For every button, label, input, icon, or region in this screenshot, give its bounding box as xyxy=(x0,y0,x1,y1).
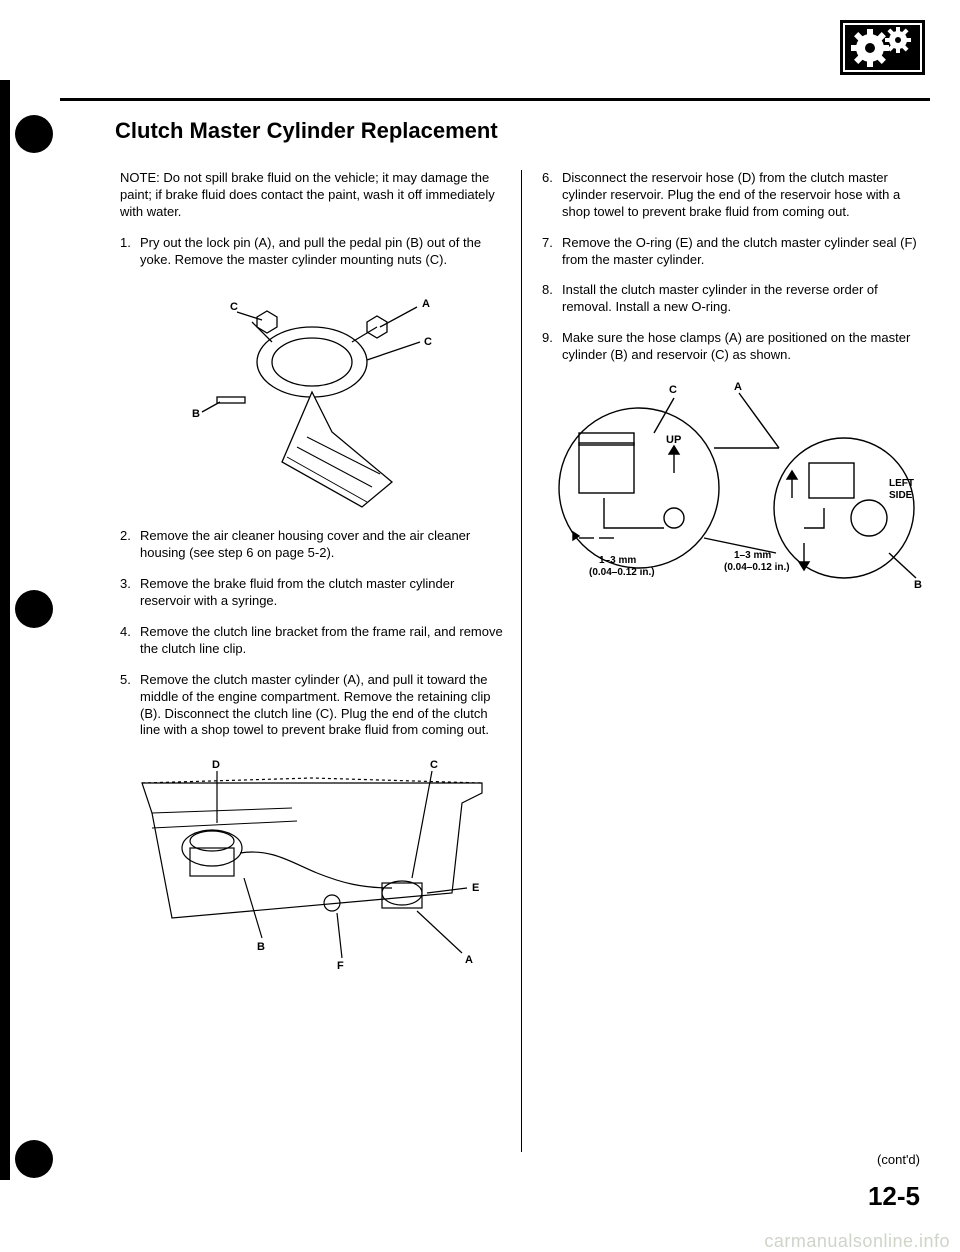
step-5: 5. Remove the clutch master cylinder (A)… xyxy=(120,672,503,740)
step-text: Remove the O-ring (E) and the clutch mas… xyxy=(562,235,917,267)
fig2-label-e: E xyxy=(472,882,479,894)
step-text: Remove the clutch line bracket from the … xyxy=(140,624,503,656)
side-tab xyxy=(0,80,10,1180)
fig2-label-b: B xyxy=(257,941,265,953)
step-text: Remove the brake fluid from the clutch m… xyxy=(140,576,454,608)
fig3-up: UP xyxy=(666,434,681,446)
step-6: 6. Disconnect the reservoir hose (D) fro… xyxy=(542,170,925,221)
fig3-range1: 1–3 mm xyxy=(599,555,636,566)
fig1-label-b: B xyxy=(192,408,200,420)
step-8: 8. Install the clutch master cylinder in… xyxy=(542,282,925,316)
gear-logo-icon xyxy=(840,20,925,75)
margin-bullet-icon xyxy=(15,590,53,628)
fig3-range1-in: (0.04–0.12 in.) xyxy=(589,567,655,578)
step-number: 8. xyxy=(542,282,553,299)
fig1-label-a: A xyxy=(422,298,430,310)
fig3-leftside2: SIDE xyxy=(889,490,913,501)
contd-label: (cont'd) xyxy=(877,1152,920,1167)
figure-hose-clamps: C A B UP LEFT SIDE 1–3 mm (0.04–0.12 in.… xyxy=(542,378,925,598)
fig2-label-a: A xyxy=(465,954,473,966)
step-number: 9. xyxy=(542,330,553,347)
step-text: Disconnect the reservoir hose (D) from t… xyxy=(562,170,900,219)
step-number: 7. xyxy=(542,235,553,252)
note-text: NOTE: Do not spill brake fluid on the ve… xyxy=(120,170,503,221)
step-2: 2. Remove the air cleaner housing cover … xyxy=(120,528,503,562)
page-title: Clutch Master Cylinder Replacement xyxy=(115,118,498,144)
fig3-range2: 1–3 mm xyxy=(734,550,771,561)
fig3-label-a: A xyxy=(734,381,742,393)
step-text: Make sure the hose clamps (A) are positi… xyxy=(562,330,910,362)
fig3-label-c: C xyxy=(669,384,677,396)
margin-bullet-icon xyxy=(15,115,53,153)
step-3: 3. Remove the brake fluid from the clutc… xyxy=(120,576,503,610)
step-number: 3. xyxy=(120,576,131,593)
step-number: 4. xyxy=(120,624,131,641)
fig1-label-c2: C xyxy=(424,336,432,348)
fig2-label-c: C xyxy=(430,759,438,771)
fig1-label-c: C xyxy=(230,301,238,313)
page-number: 12-5 xyxy=(868,1181,920,1212)
fig3-label-b: B xyxy=(914,579,922,591)
step-text: Remove the air cleaner housing cover and… xyxy=(140,528,470,560)
step-text: Install the clutch master cylinder in th… xyxy=(562,282,878,314)
column-right: 6. Disconnect the reservoir hose (D) fro… xyxy=(542,170,925,1152)
step-1: 1. Pry out the lock pin (A), and pull th… xyxy=(120,235,503,269)
step-9: 9. Make sure the hose clamps (A) are pos… xyxy=(542,330,925,364)
margin-bullet-icon xyxy=(15,1140,53,1178)
step-number: 2. xyxy=(120,528,131,545)
fig2-label-f: F xyxy=(337,960,344,972)
fig3-range2-in: (0.04–0.12 in.) xyxy=(724,562,790,573)
step-number: 5. xyxy=(120,672,131,689)
step-number: 6. xyxy=(542,170,553,187)
figure-engine-compartment: D C E A F B xyxy=(120,753,503,973)
step-7: 7. Remove the O-ring (E) and the clutch … xyxy=(542,235,925,269)
column-left: NOTE: Do not spill brake fluid on the ve… xyxy=(120,170,522,1152)
step-4: 4. Remove the clutch line bracket from t… xyxy=(120,624,503,658)
figure-pedal-assembly: C A C B xyxy=(120,282,503,512)
fig3-leftside: LEFT xyxy=(889,478,914,489)
fig2-label-d: D xyxy=(212,759,220,771)
step-text: Remove the clutch master cylinder (A), a… xyxy=(140,672,490,738)
step-number: 1. xyxy=(120,235,131,252)
header-rule xyxy=(60,98,930,101)
step-text: Pry out the lock pin (A), and pull the p… xyxy=(140,235,481,267)
